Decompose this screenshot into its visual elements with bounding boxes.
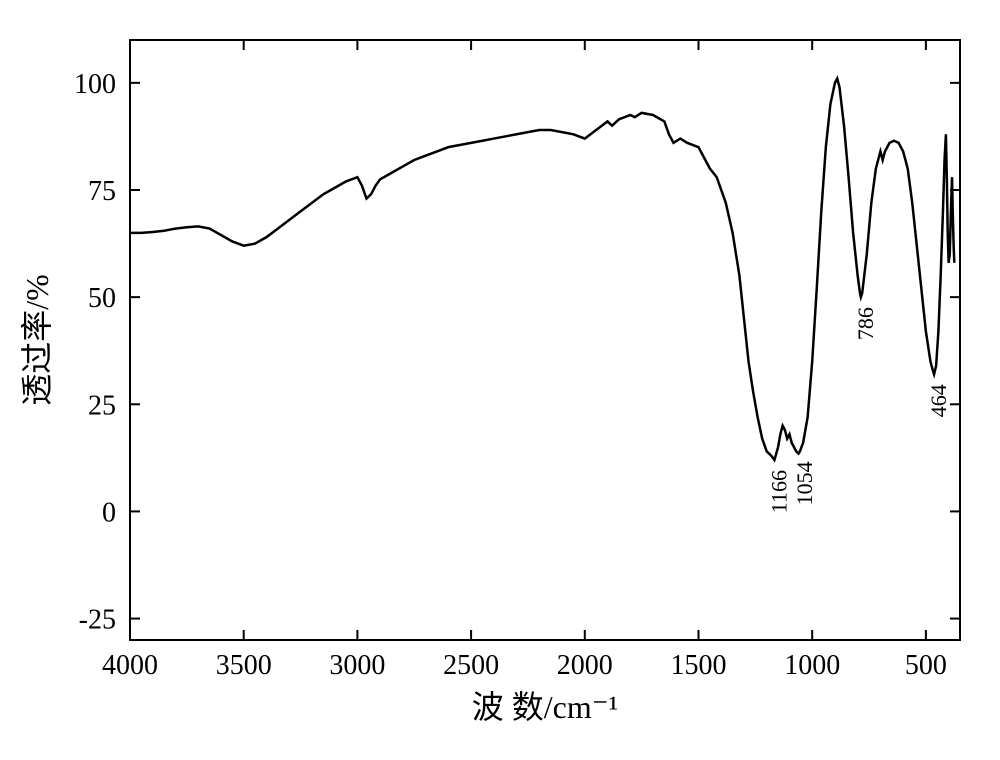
svg-text:2500: 2500: [443, 650, 499, 681]
svg-text:464: 464: [926, 384, 951, 417]
svg-text:50: 50: [88, 283, 116, 314]
svg-text:4000: 4000: [102, 650, 158, 681]
chart-svg: 4000 3500 3000 2500 2000 1500 1000 500 -25 0 25 50 7…: [0, 0, 1000, 760]
svg-text:25: 25: [88, 390, 116, 421]
svg-text:波 数/cm⁻¹: 波 数/cm⁻¹: [472, 689, 618, 725]
ir-spectrum-chart: 4000 3500 3000 2500 2000 1500 1000 500 -25 0 25 50 7…: [0, 0, 1000, 760]
svg-text:2000: 2000: [557, 650, 613, 681]
svg-text:786: 786: [853, 307, 878, 340]
svg-text:透过率/%: 透过率/%: [19, 274, 55, 406]
svg-text:1166: 1166: [766, 470, 791, 513]
svg-text:100: 100: [74, 69, 116, 100]
svg-text:3000: 3000: [329, 650, 385, 681]
svg-text:1000: 1000: [784, 650, 840, 681]
svg-text:1054: 1054: [792, 461, 817, 505]
svg-text:75: 75: [88, 176, 116, 207]
svg-text:0: 0: [102, 497, 116, 528]
svg-text:1500: 1500: [670, 650, 726, 681]
svg-text:500: 500: [905, 650, 947, 681]
svg-text:3500: 3500: [216, 650, 272, 681]
svg-text:-25: -25: [79, 605, 116, 636]
